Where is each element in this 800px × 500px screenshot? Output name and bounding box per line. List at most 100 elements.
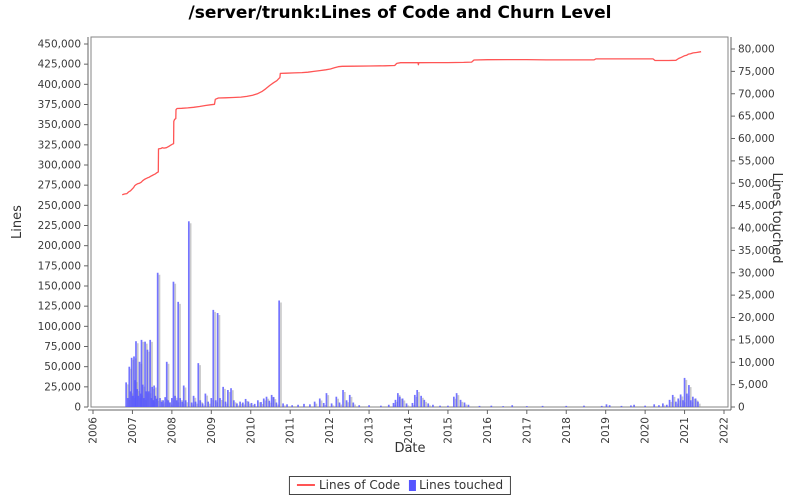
y-axis-title-left: Lines bbox=[10, 205, 25, 239]
churn-bar-shadow bbox=[350, 396, 353, 407]
x-tick-label: 2018 bbox=[561, 417, 573, 444]
churn-bar bbox=[380, 405, 382, 407]
left-tick-label: 275,000 bbox=[38, 180, 81, 192]
churn-bar-shadow bbox=[673, 396, 676, 407]
churn-bar bbox=[247, 401, 250, 407]
churn-bar bbox=[644, 405, 646, 407]
churn-bar-shadow bbox=[454, 398, 457, 407]
churn-bar bbox=[282, 403, 284, 407]
churn-bar bbox=[184, 400, 187, 407]
churn-bar bbox=[525, 406, 528, 407]
churn-bar-shadow bbox=[403, 400, 406, 407]
churn-bar-shadow bbox=[243, 404, 246, 407]
churn-bar bbox=[313, 401, 316, 407]
right-tick-label: 5,000 bbox=[738, 379, 768, 391]
x-tick-label: 2021 bbox=[679, 417, 691, 444]
churn-bar-shadow bbox=[209, 403, 211, 407]
left-tick-label: 350,000 bbox=[38, 119, 81, 131]
churn-bar bbox=[147, 391, 150, 407]
left-tick-label: 0 bbox=[74, 402, 81, 414]
churn-bar bbox=[236, 403, 238, 407]
x-tick-label: 2020 bbox=[640, 417, 652, 444]
churn-bar-shadow bbox=[465, 404, 468, 407]
left-tick-label: 150,000 bbox=[38, 281, 81, 293]
churn-bar bbox=[697, 401, 699, 407]
churn-bar bbox=[167, 400, 170, 407]
churn-bar bbox=[658, 405, 660, 407]
churn-bar bbox=[187, 221, 190, 407]
churn-bar bbox=[253, 403, 256, 407]
churn-bar bbox=[272, 397, 275, 407]
churn-bar bbox=[420, 395, 422, 407]
churn-bar bbox=[141, 384, 144, 407]
churn-bar bbox=[239, 401, 241, 407]
churn-bar bbox=[165, 361, 168, 407]
churn-bar bbox=[502, 406, 504, 407]
churn-bar-shadow bbox=[249, 403, 252, 407]
y-axis-title-right: Lines touched bbox=[769, 172, 784, 264]
churn-bar-shadow bbox=[284, 405, 286, 407]
right-tick-label: 40,000 bbox=[738, 223, 775, 235]
churn-bar bbox=[459, 399, 462, 407]
churn-bar bbox=[125, 382, 127, 407]
churn-bar bbox=[565, 405, 568, 407]
right-tick-label: 45,000 bbox=[738, 200, 775, 212]
left-tick-label: 325,000 bbox=[38, 139, 81, 151]
legend-label-lines-of-code: Lines of Code bbox=[318, 478, 401, 492]
churn-bar bbox=[216, 313, 219, 407]
churn-bar bbox=[608, 405, 611, 407]
legend-item-lines-of-code: Lines of Code bbox=[296, 478, 401, 492]
churn-bar bbox=[275, 402, 278, 407]
churn-bar-shadow bbox=[184, 387, 187, 407]
churn-bar bbox=[129, 391, 132, 407]
x-tick-label: 2017 bbox=[521, 417, 533, 444]
churn-bar bbox=[133, 356, 135, 407]
left-tick-label: 375,000 bbox=[38, 99, 81, 111]
churn-bar-shadow bbox=[218, 315, 221, 407]
churn-bar bbox=[131, 395, 134, 407]
churn-bar-shadow bbox=[277, 404, 280, 407]
churn-bar bbox=[453, 396, 455, 407]
churn-bar bbox=[325, 393, 328, 407]
churn-bar bbox=[265, 396, 268, 407]
churn-bar bbox=[268, 400, 271, 407]
right-tick-label: 35,000 bbox=[738, 245, 775, 257]
left-tick-label: 200,000 bbox=[38, 240, 81, 252]
legend: Lines of Code Lines touched bbox=[288, 476, 512, 495]
churn-bar bbox=[358, 405, 361, 407]
churn-bar-shadow bbox=[320, 400, 323, 407]
churn-bar bbox=[219, 398, 221, 407]
churn-bar-shadow bbox=[224, 388, 226, 407]
churn-bar-shadow bbox=[148, 351, 151, 407]
churn-bar bbox=[423, 399, 426, 407]
churn-bar bbox=[291, 405, 294, 407]
churn-bar bbox=[146, 349, 149, 407]
churn-bar-shadow bbox=[158, 274, 161, 407]
legend-item-lines-touched: Lines touched bbox=[409, 478, 503, 492]
x-axis-title: Date bbox=[394, 441, 426, 456]
churn-bar bbox=[416, 389, 419, 407]
churn-bar bbox=[511, 405, 514, 407]
churn-bar-shadow bbox=[689, 387, 692, 407]
churn-bar bbox=[136, 389, 139, 407]
churn-bar-shadow bbox=[670, 401, 673, 407]
churn-bar bbox=[394, 399, 397, 407]
right-tick-label: 10,000 bbox=[738, 357, 775, 369]
churn-bar-shadow bbox=[258, 402, 261, 407]
right-tick-label: 30,000 bbox=[738, 267, 775, 279]
churn-bar bbox=[143, 398, 145, 407]
churn-bar bbox=[181, 401, 183, 407]
churn-bar bbox=[179, 398, 182, 407]
churn-bar bbox=[224, 401, 227, 407]
churn-bar bbox=[172, 281, 175, 407]
churn-bar-shadow bbox=[332, 405, 335, 407]
churn-bar bbox=[130, 357, 133, 407]
churn-bar bbox=[278, 300, 280, 407]
x-tick-label: 2006 bbox=[88, 417, 100, 444]
churn-bar bbox=[342, 389, 344, 407]
churn-bar bbox=[671, 394, 674, 407]
churn-bar-shadow bbox=[241, 403, 243, 407]
churn-bar-shadow bbox=[189, 223, 192, 407]
churn-bar-shadow bbox=[418, 391, 420, 407]
churn-bar bbox=[222, 386, 224, 407]
